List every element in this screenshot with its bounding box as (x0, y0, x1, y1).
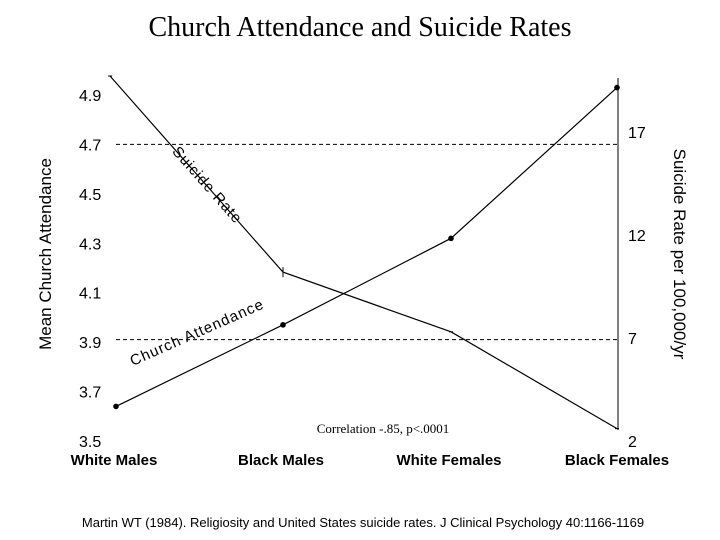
church-attendance-point-black-males (280, 322, 286, 328)
church-attendance-point-black-females (614, 84, 620, 91)
left-tick-4-9: 4.9 (79, 88, 101, 105)
left-tick-4-7: 4.7 (79, 137, 101, 154)
citation: Martin WT (1984). Religiosity and United… (82, 515, 644, 530)
right-tick-2: 2 (628, 434, 637, 451)
left-tick-4-3: 4.3 (79, 236, 101, 253)
left-tick-4-1: 4.1 (79, 286, 101, 303)
left-tick-3-9: 3.9 (79, 335, 101, 352)
chart-title: Church Attendance and Suicide Rates (149, 12, 572, 43)
right-axis-label: Suicide Rate per 100,000/yr (670, 149, 689, 360)
series-layer (108, 75, 620, 430)
category-labels: White Males Black Males White Females Black… (71, 452, 669, 469)
church-attendance-point-white-males (113, 403, 119, 410)
left-tick-3-7: 3.7 (79, 385, 101, 402)
left-axis-ticks: 4.9 4.7 4.5 4.3 4.1 3.9 3.7 3.5 (79, 88, 101, 451)
category-label-black-females: Black Females (565, 452, 669, 469)
church-attendance-curve-label: Church Attendance (128, 296, 267, 370)
church-attendance-point-white-females (448, 235, 454, 242)
right-tick-7: 7 (628, 331, 637, 348)
left-tick-3-5: 3.5 (79, 434, 101, 451)
suicide-rate-curve-label-text: Suicide Rate (169, 143, 245, 227)
left-axis-label: Mean Church Attendance (36, 158, 55, 350)
suicide-rate-curve-label: Suicide Rate (169, 143, 246, 227)
church-attendance-curve-label-text: Church Attendance (128, 296, 266, 370)
correlation-note: Correlation -.85, p<.0001 (317, 421, 450, 436)
suicide-rate-line (109, 75, 618, 430)
category-label-black-males: Black Males (238, 452, 324, 469)
category-label-white-females: White Females (396, 452, 501, 469)
church-attendance-line (115, 87, 618, 407)
category-label-white-males: White Males (71, 452, 158, 469)
right-tick-17: 17 (628, 125, 646, 142)
left-tick-4-5: 4.5 (79, 187, 101, 204)
right-tick-12: 12 (628, 228, 646, 245)
right-axis-ticks: 17 12 7 2 (628, 125, 646, 451)
